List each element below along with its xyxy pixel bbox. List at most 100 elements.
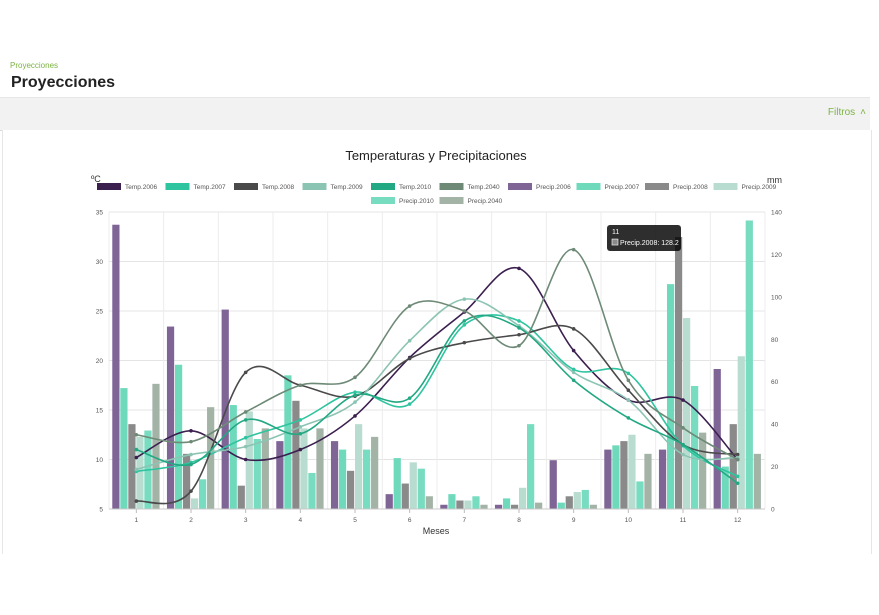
filters-toggle-button[interactable]: Filtros ˄ xyxy=(828,107,866,118)
y-left-tick-label: 30 xyxy=(96,259,104,266)
point-temp-2010 xyxy=(571,378,576,383)
bar-precip-2008 xyxy=(674,237,683,509)
bar-precip-2010 xyxy=(417,468,425,509)
legend-label: Precip.2008 xyxy=(673,184,708,191)
bar-precip-2008 xyxy=(729,424,737,509)
legend-label: Temp.2010 xyxy=(399,184,432,191)
legend-swatch xyxy=(234,183,258,190)
y-left-tick-label: 35 xyxy=(96,210,104,217)
y-right-tick-label: 60 xyxy=(771,379,779,386)
point-temp-2006 xyxy=(571,348,576,353)
y-axis-left-label: ºC xyxy=(91,174,101,184)
point-temp-2008 xyxy=(189,489,193,493)
point-temp-2040 xyxy=(407,304,412,308)
bar-precip-2006 xyxy=(221,309,229,509)
bar-precip-2040 xyxy=(425,496,433,509)
bar-precip-2007 xyxy=(721,466,729,509)
bar-precip-2007 xyxy=(393,458,401,509)
legend-swatch xyxy=(713,183,738,190)
point-temp-2008 xyxy=(134,499,139,503)
bar-precip-2010 xyxy=(363,449,371,509)
point-temp-2009 xyxy=(189,452,193,457)
bar-precip-2040 xyxy=(699,432,707,509)
legend-swatch xyxy=(302,183,327,190)
point-temp-2009 xyxy=(353,400,357,404)
bar-precip-2010 xyxy=(691,385,699,509)
y-left-tick-label: 10 xyxy=(96,457,104,464)
bar-precip-2040 xyxy=(371,436,379,509)
bar-precip-2040 xyxy=(535,502,543,509)
bar-precip-2010 xyxy=(199,479,207,509)
chart-title: Temperaturas y Precipitaciones xyxy=(345,148,527,163)
bar-precip-2009 xyxy=(737,356,745,509)
bar-precip-2006 xyxy=(494,504,503,509)
point-temp-2009 xyxy=(681,452,685,457)
point-temp-2007 xyxy=(571,367,576,372)
bar-precip-2007 xyxy=(612,445,620,509)
bar-precip-2040 xyxy=(644,453,652,509)
x-axis-label: Meses xyxy=(423,526,450,536)
point-temp-2040 xyxy=(571,247,576,252)
bar-precip-2006 xyxy=(330,441,339,509)
legend-swatch xyxy=(439,183,464,190)
bar-precip-2040 xyxy=(152,383,160,509)
x-tick-label: 10 xyxy=(625,517,633,524)
x-tick-label: 4 xyxy=(299,517,303,524)
legend-label: Precip.2040 xyxy=(468,198,503,205)
point-temp-2009 xyxy=(243,444,248,449)
point-temp-2040 xyxy=(353,375,357,380)
legend-swatch xyxy=(439,197,464,204)
point-temp-2006 xyxy=(189,428,193,433)
y-right-tick-label: 100 xyxy=(771,294,782,301)
bar-precip-2006 xyxy=(385,494,393,509)
bar-precip-2009 xyxy=(628,434,636,509)
point-temp-2040 xyxy=(243,410,248,414)
bar-precip-2010 xyxy=(745,220,753,509)
point-temp-2008 xyxy=(517,332,521,337)
y-axis-right-label: mm xyxy=(767,175,782,185)
bar-precip-2010 xyxy=(636,481,644,509)
bar-precip-2009 xyxy=(136,436,144,509)
point-temp-2007 xyxy=(353,390,357,394)
point-temp-2008 xyxy=(462,340,467,345)
x-tick-label: 11 xyxy=(680,517,687,524)
y-left-tick-label: 25 xyxy=(96,309,104,316)
bar-precip-2007 xyxy=(448,494,456,509)
bar-precip-2008 xyxy=(182,453,191,509)
bar-precip-2008 xyxy=(237,485,245,509)
point-temp-2007 xyxy=(735,474,740,479)
legend-swatch xyxy=(371,197,395,204)
legend-label: Temp.2008 xyxy=(262,184,295,191)
bar-precip-2008 xyxy=(456,500,464,509)
x-tick-label: 9 xyxy=(572,517,576,524)
legend-label: Temp.2006 xyxy=(125,184,158,191)
bar-precip-2008 xyxy=(565,496,573,509)
bar-precip-2040 xyxy=(207,407,215,509)
page-title: Proyecciones xyxy=(11,74,116,91)
legend-label: Temp.2007 xyxy=(194,184,227,191)
y-right-tick-label: 0 xyxy=(771,507,775,514)
point-temp-2007 xyxy=(243,435,248,440)
breadcrumb[interactable]: Proyecciones xyxy=(10,61,59,70)
point-temp-2010 xyxy=(517,326,521,330)
point-temp-2006 xyxy=(134,455,139,460)
bar-precip-2009 xyxy=(573,492,581,509)
tooltip-title: 11 xyxy=(612,229,619,236)
bar-precip-2009 xyxy=(683,318,691,509)
bar-precip-2007 xyxy=(120,388,128,509)
x-tick-label: 3 xyxy=(244,517,248,524)
bar-precip-2040 xyxy=(589,504,597,509)
x-tick-label: 7 xyxy=(463,517,467,524)
legend-swatch xyxy=(97,183,121,190)
chevron-up-icon: ˄ xyxy=(860,107,866,118)
bar-precip-2040 xyxy=(480,504,488,509)
legend-swatch xyxy=(576,183,601,190)
point-temp-2010 xyxy=(243,418,248,422)
bar-precip-2008 xyxy=(292,400,300,509)
legend-label: Precip.2006 xyxy=(536,184,571,191)
point-temp-2010 xyxy=(462,319,467,323)
y-left-tick-label: 20 xyxy=(96,358,104,365)
point-temp-2040 xyxy=(681,426,685,430)
bar-precip-2009 xyxy=(355,424,363,509)
y-right-tick-label: 140 xyxy=(771,210,782,217)
